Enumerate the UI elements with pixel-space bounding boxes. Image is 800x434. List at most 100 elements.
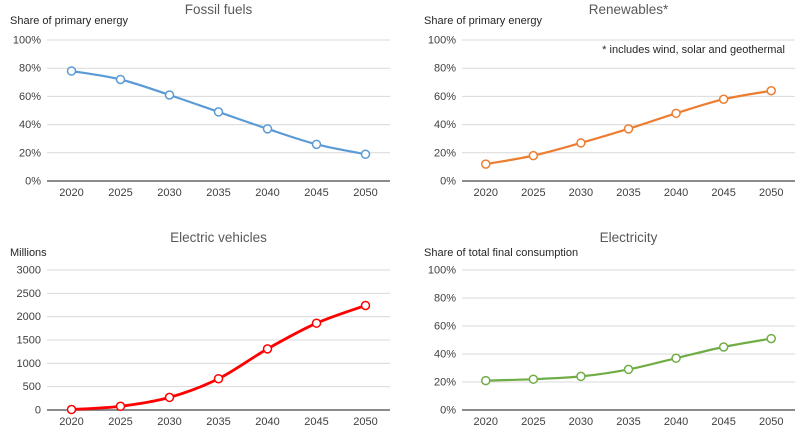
x-tick-label: 2025 [521, 187, 545, 199]
data-point [528, 150, 539, 161]
electricity-plot-area: 0% 20% 40% 60% 80% 100% 2020 2025 2030 2035 2040 20… [428, 265, 795, 428]
data-point [262, 344, 273, 354]
chart-renewables: Renewables* Share of primary energy * in… [400, 0, 800, 217]
data-point [576, 371, 586, 382]
y-axis-label: Share of primary energy [424, 15, 542, 27]
data-point [311, 318, 322, 328]
chart-electricity: Electricity Share of total final consump… [400, 217, 800, 434]
data-point [262, 124, 273, 134]
chart-title: Fossil fuels [184, 2, 253, 17]
y-tick-label: 0% [440, 405, 456, 417]
y-tick-label: 0% [440, 176, 456, 188]
data-point [164, 90, 175, 100]
y-tick-label: 0% [25, 176, 41, 188]
y-axis-label: Share of total final consumption [424, 247, 579, 259]
y-axis-label: Share of primary energy [10, 15, 128, 27]
y-tick-label: 100% [428, 35, 456, 47]
data-point [481, 159, 491, 169]
x-tick-label: 2025 [108, 416, 132, 428]
data-line [484, 337, 773, 382]
chart-fossil-fuels: Fossil fuels Share of primary energy 0% 2… [0, 0, 400, 217]
data-point [718, 342, 729, 352]
fossil-fuels-plot-area: 0% 20% 40% 60% 80% 100% 2020 2025 2030 2035 2040 20… [13, 35, 390, 199]
x-tick-label: 2035 [206, 416, 230, 428]
data-point [311, 139, 322, 150]
renewables-plot-area: 0% 20% 40% 60% 80% 100% 2020 2025 2030 2035 2040 20… [428, 35, 795, 199]
x-tick-label: 2020 [59, 416, 83, 428]
x-tick-label: 2035 [616, 416, 640, 428]
footnote-annotation: * includes wind, solar and geothermal [602, 44, 785, 56]
data-point [766, 333, 776, 344]
x-tick-label: 2050 [353, 416, 377, 428]
data-point [481, 375, 491, 386]
data-point [213, 107, 224, 117]
data-point [623, 124, 634, 134]
data-point [213, 373, 224, 384]
x-tick-label: 2020 [59, 187, 83, 199]
data-point [164, 392, 175, 403]
data-point [115, 401, 126, 412]
x-tick-label: 2040 [664, 416, 688, 428]
y-tick-label: 60% [434, 91, 456, 103]
y-tick-label: 80% [434, 293, 456, 305]
y-tick-label: 80% [434, 63, 456, 75]
data-point [66, 404, 77, 415]
x-tick-label: 2025 [521, 416, 545, 428]
data-point [360, 149, 371, 159]
y-tick-label: 40% [19, 119, 41, 131]
data-point [623, 364, 634, 375]
chart-title: Renewables* [588, 2, 669, 17]
y-tick-label: 2000 [17, 311, 41, 323]
y-tick-label: 1000 [17, 358, 41, 370]
y-tick-label: 40% [434, 349, 456, 361]
x-tick-label: 2045 [304, 187, 328, 199]
x-tick-label: 2030 [157, 416, 181, 428]
y-tick-label: 60% [19, 91, 41, 103]
chart-title: Electricity [599, 230, 658, 245]
y-axis-label: Millions [10, 247, 47, 259]
y-tick-label: 20% [434, 377, 456, 389]
x-tick-label: 2040 [255, 416, 279, 428]
y-tick-label: 0 [35, 405, 41, 417]
x-tick-label: 2045 [711, 416, 735, 428]
y-tick-label: 20% [434, 147, 456, 159]
chart-electric-vehicles: Electric vehicles Millions 0 500 1000 1500 2… [0, 217, 400, 434]
electric-vehicles-plot-area: 0 500 1000 1500 2000 2500 3000 2020 2025 2030 2035… [17, 265, 390, 428]
x-tick-label: 2050 [759, 187, 783, 199]
data-point [360, 300, 371, 311]
y-tick-label: 3000 [17, 265, 41, 277]
x-tick-label: 2035 [616, 187, 640, 199]
x-tick-label: 2045 [304, 416, 328, 428]
data-line [70, 304, 367, 411]
data-point [576, 138, 586, 148]
y-tick-label: 100% [13, 35, 41, 47]
data-point [671, 108, 681, 119]
y-tick-label: 40% [434, 119, 456, 131]
x-tick-label: 2045 [711, 187, 735, 199]
x-tick-label: 2025 [108, 187, 132, 199]
x-tick-label: 2030 [569, 416, 593, 428]
x-tick-label: 2030 [157, 187, 181, 199]
y-tick-label: 60% [434, 321, 456, 333]
x-tick-label: 2040 [664, 187, 688, 199]
x-tick-label: 2050 [759, 416, 783, 428]
x-tick-label: 2020 [474, 416, 498, 428]
data-point [718, 94, 729, 104]
data-point [671, 353, 681, 363]
data-point [66, 66, 77, 76]
x-tick-label: 2050 [353, 187, 377, 199]
x-tick-label: 2040 [255, 187, 279, 199]
y-tick-label: 500 [23, 381, 41, 393]
data-point [766, 86, 776, 96]
x-tick-label: 2030 [569, 187, 593, 199]
data-point [528, 374, 539, 384]
data-point [115, 74, 126, 85]
x-tick-label: 2035 [206, 187, 230, 199]
chart-title: Electric vehicles [170, 230, 267, 245]
y-tick-label: 20% [19, 147, 41, 159]
y-tick-label: 2500 [17, 288, 41, 300]
y-tick-label: 1500 [17, 335, 41, 347]
y-tick-label: 80% [19, 63, 41, 75]
y-tick-label: 100% [428, 265, 456, 277]
